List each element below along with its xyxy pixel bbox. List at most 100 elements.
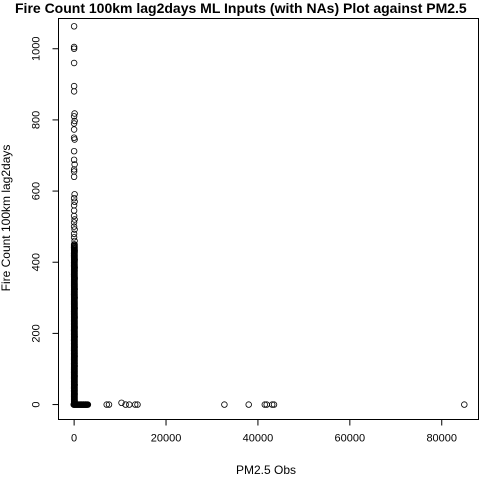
data-point xyxy=(105,401,113,408)
data-point xyxy=(70,393,78,400)
data-point xyxy=(70,223,78,230)
data-point xyxy=(70,369,78,376)
data-point xyxy=(70,219,78,226)
data-point xyxy=(70,347,78,354)
data-point xyxy=(70,375,78,383)
data-point xyxy=(70,43,78,51)
data-point xyxy=(134,401,141,408)
x-tick-label: 20000 xyxy=(151,433,182,445)
data-point xyxy=(70,330,78,338)
data-point xyxy=(71,314,78,321)
data-point xyxy=(269,401,276,408)
data-point xyxy=(71,264,78,271)
data-point xyxy=(71,343,78,351)
data-point xyxy=(71,198,78,205)
data-point xyxy=(70,126,78,133)
data-point xyxy=(71,353,78,360)
data-point xyxy=(70,59,78,67)
y-tick-label: 800 xyxy=(31,111,43,129)
data-point xyxy=(70,396,78,403)
data-point xyxy=(71,372,78,380)
data-point xyxy=(70,301,78,309)
data-point xyxy=(70,207,78,214)
data-point xyxy=(71,362,78,370)
data-point xyxy=(70,156,78,163)
y-tick-label: 1000 xyxy=(31,37,43,61)
x-tick-label: 60000 xyxy=(335,433,366,445)
data-point xyxy=(71,333,78,341)
chart-title: Fire Count 100km lag2days ML Inputs (wit… xyxy=(15,0,467,16)
data-point xyxy=(70,202,78,209)
data-point xyxy=(84,401,92,408)
data-points xyxy=(70,23,468,408)
data-point xyxy=(71,237,78,245)
data-point xyxy=(221,401,228,408)
data-point xyxy=(70,378,78,386)
y-axis-label: Fire Count 100km lag2days xyxy=(0,145,13,292)
x-tick-label: 80000 xyxy=(426,433,457,445)
data-point xyxy=(122,401,129,408)
data-point xyxy=(71,161,78,168)
data-point xyxy=(245,401,252,408)
data-point xyxy=(70,250,78,257)
data-point xyxy=(131,401,139,408)
data-point xyxy=(71,226,78,233)
data-point xyxy=(70,120,78,127)
data-point xyxy=(70,271,78,278)
data-point xyxy=(71,324,78,331)
data-point xyxy=(71,381,78,389)
data-point xyxy=(70,173,78,180)
plot-frame xyxy=(58,18,479,420)
data-point xyxy=(70,320,78,328)
data-point xyxy=(70,234,78,241)
data-point xyxy=(71,305,78,312)
data-point xyxy=(70,337,78,344)
data-point xyxy=(70,360,78,367)
x-tick-label: 0 xyxy=(71,433,77,445)
data-point xyxy=(103,401,110,408)
data-point xyxy=(70,340,78,347)
y-tick-label: 600 xyxy=(31,182,43,200)
data-point xyxy=(70,147,78,155)
data-point xyxy=(70,366,78,373)
data-point xyxy=(70,291,78,299)
data-point xyxy=(70,230,78,237)
data-point xyxy=(70,82,78,90)
data-point xyxy=(70,267,78,275)
data-point xyxy=(82,401,89,408)
data-point xyxy=(126,401,133,408)
y-tick-label: 200 xyxy=(31,324,43,342)
data-point xyxy=(71,285,78,293)
data-point xyxy=(71,136,78,143)
data-point xyxy=(70,241,78,248)
data-point xyxy=(118,399,125,406)
data-point xyxy=(70,194,78,202)
data-point xyxy=(71,216,78,223)
data-point xyxy=(70,350,78,357)
data-point xyxy=(70,252,78,259)
x-tick-label: 40000 xyxy=(243,433,274,445)
data-point xyxy=(261,401,268,408)
data-point xyxy=(70,400,78,407)
data-point xyxy=(71,294,78,301)
data-point xyxy=(70,288,78,295)
data-point xyxy=(70,23,78,30)
data-point xyxy=(70,308,78,315)
data-point xyxy=(270,401,278,408)
data-point xyxy=(70,212,78,220)
data-point xyxy=(71,117,78,125)
data-point xyxy=(80,401,87,408)
data-point xyxy=(70,166,78,173)
data-point xyxy=(70,356,78,363)
data-point xyxy=(70,113,78,120)
data-point xyxy=(71,110,78,117)
y-tick-label: 0 xyxy=(31,401,43,407)
data-point xyxy=(77,401,85,408)
data-point xyxy=(70,45,78,52)
data-point xyxy=(70,298,78,305)
data-point xyxy=(71,191,78,198)
data-point xyxy=(70,88,78,95)
data-point xyxy=(70,327,78,334)
x-axis-label: PM2.5 Obs xyxy=(236,463,296,477)
